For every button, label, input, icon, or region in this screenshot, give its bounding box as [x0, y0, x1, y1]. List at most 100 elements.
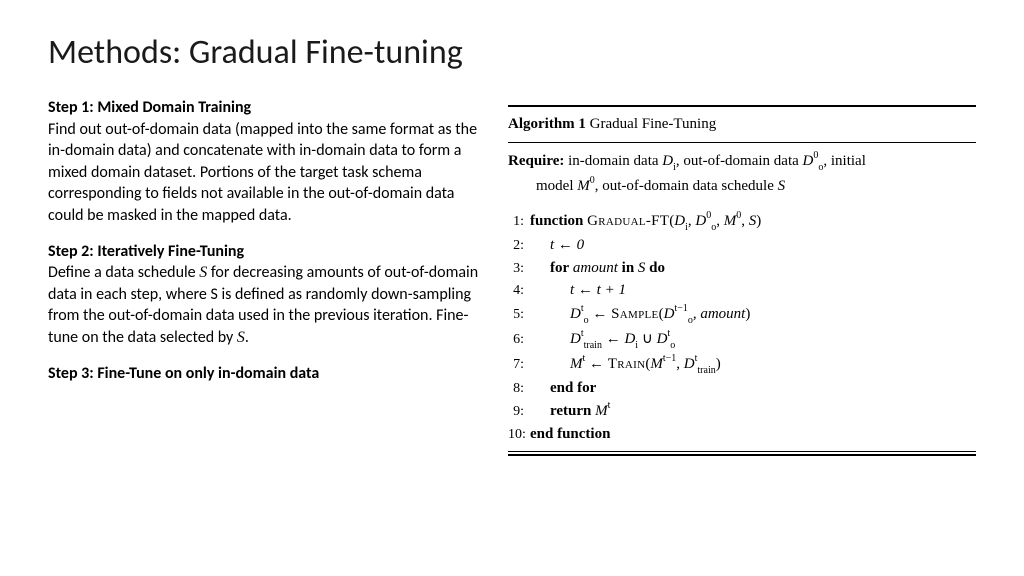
slide-title: Methods: Gradual Fine-tuning	[48, 32, 976, 73]
algo-ln-5: 5:	[508, 304, 530, 325]
algo-rule-mid-2	[508, 451, 976, 452]
algo-require-c: , initial	[823, 153, 866, 169]
step-1-body: Find out out-of-domain data (mapped into…	[48, 119, 488, 227]
kw-do: do	[645, 260, 665, 276]
algo-require-line2: model M0, out-of-domain data schedule S	[508, 174, 976, 198]
l7-Dtrain-sup: t	[695, 353, 698, 364]
algo-ln-2: 2:	[508, 235, 530, 256]
kw-return: return	[550, 403, 591, 419]
algo-ln-1: 1:	[508, 211, 530, 232]
algo-code-4: t ← t + 1	[530, 279, 626, 302]
l6-Dtrain: D	[570, 331, 581, 347]
step-1-heading: Step 1: Mixed Domain Training	[48, 97, 488, 119]
algo-sym-M0-sup: 0	[590, 175, 595, 186]
algo-code-3: for amount in S do	[530, 257, 665, 280]
algo-line-2: 2: t ← 0	[508, 234, 976, 257]
algo-ln-6: 6:	[508, 329, 530, 350]
algo-line-9: 9: return Mt	[508, 399, 976, 423]
l2-text: t ← 0	[550, 237, 584, 253]
l7-Mtm1-sup: t−1	[663, 353, 676, 364]
algo-title: Algorithm 1 Gradual Fine-Tuning	[508, 109, 976, 142]
l7-Dtrain: D	[684, 356, 695, 372]
l5-Dotm1-sub: o	[688, 315, 693, 326]
algo-code-5: Dto ← Sample(Dt−1o, amount)	[530, 302, 750, 327]
l7-Mt-sup: t	[583, 353, 586, 364]
algo-sym-S: S	[778, 178, 786, 194]
paren-close-1: )	[756, 213, 761, 229]
l5-assign: ←	[589, 306, 612, 322]
algo-rule-top	[508, 105, 976, 107]
algo-code-9: return Mt	[530, 399, 610, 423]
comma-1c: ,	[741, 213, 749, 229]
l6-Dtrain-sub: train	[584, 340, 602, 351]
kw-for: for	[550, 260, 569, 276]
l5-Dotm1: D	[664, 306, 675, 322]
kw-function: function	[530, 213, 583, 229]
l7-Dtrain-sub: train	[697, 365, 715, 376]
algo-ln-3: 3:	[508, 258, 530, 279]
algo-require-kw: Require:	[508, 153, 564, 169]
algo-name: Gradual Fine-Tuning	[590, 116, 717, 132]
arg-Di: D	[674, 213, 685, 229]
algo-sym-Do0-sub: o	[818, 162, 823, 173]
l6-Dot: D	[657, 331, 668, 347]
step-1: Step 1: Mixed Domain Training Find out o…	[48, 97, 488, 227]
l6-assign: ←	[602, 331, 625, 347]
arg-Do0-sup: 0	[706, 210, 711, 221]
step-3-heading: Step 3: Fine-Tune on only in-domain data	[48, 363, 488, 385]
arg-M0: M	[724, 213, 737, 229]
algo-code-10: end function	[530, 423, 610, 446]
left-column: Step 1: Mixed Domain Training Find out o…	[48, 97, 488, 456]
algo-ln-10: 10:	[508, 424, 530, 445]
step-2: Step 2: Iteratively Fine-Tuning Define a…	[48, 241, 488, 349]
l9-Mt: M	[595, 403, 608, 419]
content-columns: Step 1: Mixed Domain Training Find out o…	[48, 97, 976, 456]
l6-Dtrain-sup: t	[581, 328, 584, 339]
algo-sym-Di: D	[662, 153, 673, 169]
l4-text: t ← t + 1	[570, 282, 626, 298]
kw-endfor: end for	[550, 380, 596, 396]
arg-Di-sub: i	[685, 222, 688, 233]
algo-line-3: 3: for amount in S do	[508, 257, 976, 280]
l6-cup: ∪	[638, 331, 656, 347]
algo-require-d: model	[536, 178, 577, 194]
arg-Do0-sub: o	[711, 222, 716, 233]
fn-sample: Sample	[611, 306, 658, 322]
l6-Dot-sub: o	[670, 340, 675, 351]
step-2-var-s2: S	[237, 329, 245, 346]
step-2-heading: Step 2: Iteratively Fine-Tuning	[48, 241, 488, 263]
step-3: Step 3: Fine-Tune on only in-domain data	[48, 363, 488, 385]
l7-Mt: M	[570, 356, 583, 372]
algo-require-b: , out-of-domain data	[676, 153, 803, 169]
arg-M0-sup: 0	[736, 210, 741, 221]
l5-Dot-sub: o	[584, 315, 589, 326]
step-2-text-c: .	[245, 328, 249, 347]
kw-endfunction: end function	[530, 426, 610, 442]
fn-gradualft: Gradual-FT	[587, 213, 669, 229]
l5-Dot: D	[570, 306, 581, 322]
l9-Mt-sup: t	[608, 400, 611, 411]
step-2-text-a: Define a data schedule	[48, 263, 199, 282]
arg-Do0: D	[695, 213, 706, 229]
algo-code-1: function Gradual-FT(Di, D0o, M0, S)	[530, 209, 761, 234]
algo-line-6: 6: Dttrain ← Di ∪ Dto	[508, 327, 976, 352]
algo-line-7: 7: Mt ← Train(Mt−1, Dttrain)	[508, 352, 976, 377]
algo-sym-Do0: D	[803, 153, 814, 169]
algo-require-a: in-domain data	[564, 153, 662, 169]
algo-line-5: 5: Dto ← Sample(Dt−1o, amount)	[508, 302, 976, 327]
algo-code-8: end for	[530, 377, 596, 400]
algo-line-10: 10: end function	[508, 423, 976, 446]
algo-require: Require: in-domain data Di, out-of-domai…	[508, 143, 976, 204]
l6-Di: D	[624, 331, 635, 347]
algo-rule-bot	[508, 454, 976, 456]
algo-line-8: 8: end for	[508, 377, 976, 400]
algo-ln-9: 9:	[508, 401, 530, 422]
algo-sym-Di-sub: i	[673, 162, 676, 173]
comma-7: ,	[676, 356, 684, 372]
l7-assign: ←	[585, 356, 608, 372]
l3-amount: amount	[569, 260, 622, 276]
paren-close-7: )	[716, 356, 721, 372]
algo-body: 1: function Gradual-FT(Di, D0o, M0, S) 2…	[508, 203, 976, 451]
kw-in: in	[622, 260, 635, 276]
algo-line-1: 1: function Gradual-FT(Di, D0o, M0, S)	[508, 209, 976, 234]
